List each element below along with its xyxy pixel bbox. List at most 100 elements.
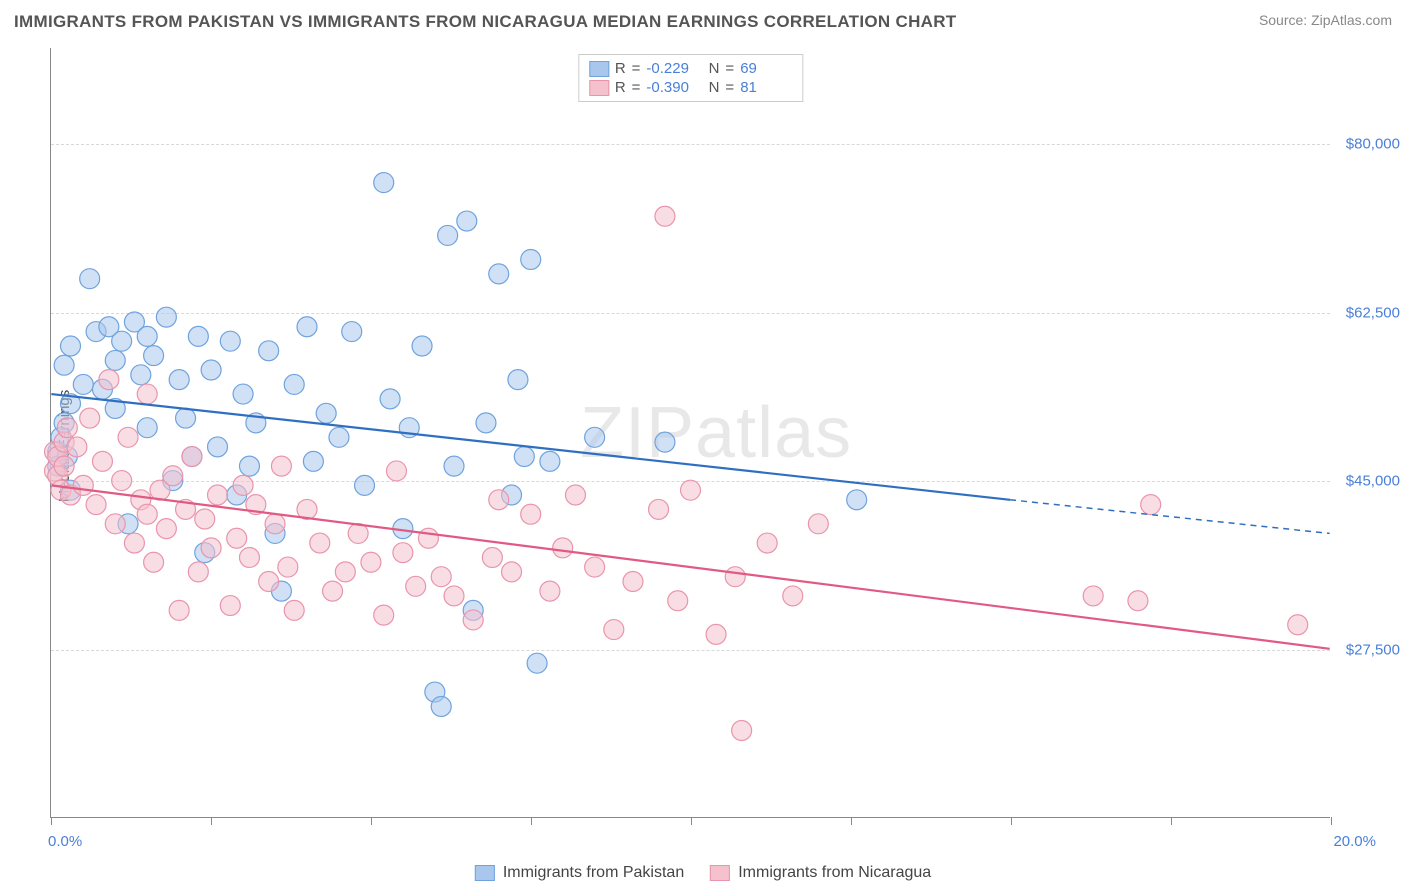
scatter-point-pakistan (380, 389, 400, 409)
scatter-point-nicaragua (144, 552, 164, 572)
scatter-point-nicaragua (489, 490, 509, 510)
scatter-point-nicaragua (278, 557, 298, 577)
header: IMMIGRANTS FROM PAKISTAN VS IMMIGRANTS F… (14, 12, 1392, 32)
swatch-nicaragua (589, 80, 609, 96)
scatter-point-pakistan (412, 336, 432, 356)
scatter-point-nicaragua (57, 418, 77, 438)
scatter-point-pakistan (521, 249, 541, 269)
scatter-point-nicaragua (265, 514, 285, 534)
x-tick (211, 817, 212, 825)
scatter-point-pakistan (220, 331, 240, 351)
scatter-point-nicaragua (386, 461, 406, 481)
eq: = (725, 79, 734, 96)
scatter-point-nicaragua (137, 504, 157, 524)
scatter-point-nicaragua (99, 370, 119, 390)
scatter-point-pakistan (112, 331, 132, 351)
scatter-point-pakistan (438, 225, 458, 245)
swatch-pakistan (475, 865, 495, 881)
y-tick-label: $27,500 (1335, 641, 1400, 658)
x-tick (1331, 817, 1332, 825)
eq: = (725, 60, 734, 77)
legend-label-nicaragua: Immigrants from Nicaragua (738, 864, 931, 882)
chart-svg (51, 48, 1330, 817)
correlation-legend: R = -0.229 N = 69 R = -0.390 N = 81 (578, 54, 803, 102)
x-axis-end-label: 20.0% (1333, 833, 1376, 850)
scatter-point-pakistan (527, 653, 547, 673)
scatter-point-pakistan (259, 341, 279, 361)
scatter-point-pakistan (239, 456, 259, 476)
scatter-point-nicaragua (732, 721, 752, 741)
scatter-point-pakistan (316, 403, 336, 423)
series-legend: Immigrants from Pakistan Immigrants from… (475, 864, 931, 882)
r-value-pakistan: -0.229 (646, 60, 698, 77)
scatter-point-pakistan (156, 307, 176, 327)
scatter-point-nicaragua (668, 591, 688, 611)
scatter-point-pakistan (144, 346, 164, 366)
x-tick (531, 817, 532, 825)
legend-row-pakistan: R = -0.229 N = 69 (589, 59, 792, 78)
scatter-point-nicaragua (323, 581, 343, 601)
scatter-point-pakistan (329, 427, 349, 447)
scatter-point-nicaragua (169, 600, 189, 620)
scatter-point-pakistan (540, 451, 560, 471)
scatter-point-nicaragua (233, 475, 253, 495)
eq: = (632, 79, 641, 96)
scatter-point-nicaragua (310, 533, 330, 553)
scatter-point-nicaragua (725, 567, 745, 587)
scatter-point-nicaragua (208, 485, 228, 505)
scatter-point-nicaragua (502, 562, 522, 582)
legend-item-nicaragua: Immigrants from Nicaragua (710, 864, 931, 882)
scatter-point-nicaragua (112, 471, 132, 491)
source-attribution: Source: ZipAtlas.com (1259, 12, 1392, 28)
scatter-point-pakistan (233, 384, 253, 404)
scatter-point-nicaragua (335, 562, 355, 582)
scatter-point-nicaragua (137, 384, 157, 404)
scatter-point-nicaragua (374, 605, 394, 625)
scatter-point-nicaragua (431, 567, 451, 587)
scatter-point-pakistan (342, 322, 362, 342)
x-tick (1011, 817, 1012, 825)
x-tick (371, 817, 372, 825)
scatter-point-pakistan (54, 355, 74, 375)
source-prefix: Source: (1259, 12, 1311, 28)
scatter-point-nicaragua (406, 576, 426, 596)
scatter-point-nicaragua (565, 485, 585, 505)
scatter-point-pakistan (284, 374, 304, 394)
scatter-point-pakistan (585, 427, 605, 447)
y-tick-label: $62,500 (1335, 304, 1400, 321)
scatter-point-pakistan (489, 264, 509, 284)
r-label: R (615, 79, 626, 96)
scatter-point-nicaragua (418, 528, 438, 548)
eq: = (632, 60, 641, 77)
scatter-point-pakistan (169, 370, 189, 390)
scatter-point-pakistan (374, 173, 394, 193)
source-link[interactable]: ZipAtlas.com (1311, 12, 1392, 28)
scatter-point-nicaragua (540, 581, 560, 601)
n-label: N (704, 60, 719, 77)
legend-label-pakistan: Immigrants from Pakistan (503, 864, 684, 882)
x-tick (851, 817, 852, 825)
scatter-point-nicaragua (73, 475, 93, 495)
scatter-point-nicaragua (271, 456, 291, 476)
scatter-point-nicaragua (553, 538, 573, 558)
scatter-point-pakistan (303, 451, 323, 471)
scatter-point-nicaragua (482, 547, 502, 567)
scatter-point-pakistan (201, 360, 221, 380)
scatter-point-pakistan (355, 475, 375, 495)
n-label: N (704, 79, 719, 96)
scatter-point-nicaragua (54, 456, 74, 476)
scatter-point-nicaragua (86, 495, 106, 515)
y-tick-label: $45,000 (1335, 473, 1400, 490)
r-label: R (615, 60, 626, 77)
scatter-point-nicaragua (393, 543, 413, 563)
scatter-point-pakistan (847, 490, 867, 510)
scatter-point-nicaragua (239, 547, 259, 567)
scatter-point-pakistan (208, 437, 228, 457)
scatter-point-nicaragua (1128, 591, 1148, 611)
scatter-point-nicaragua (195, 509, 215, 529)
x-tick (691, 817, 692, 825)
scatter-point-nicaragua (188, 562, 208, 582)
scatter-point-nicaragua (521, 504, 541, 524)
scatter-point-pakistan (655, 432, 675, 452)
scatter-point-nicaragua (649, 499, 669, 519)
